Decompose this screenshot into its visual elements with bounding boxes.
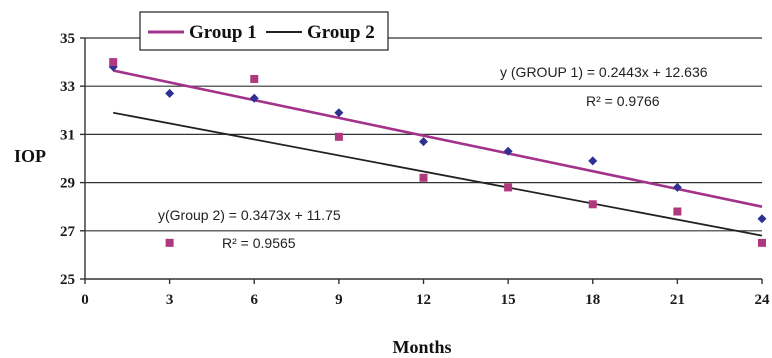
data-point-group-2: [334, 132, 343, 141]
equation-group-1: y (GROUP 1) = 0.2443x + 12.636: [500, 64, 708, 80]
x-tick-label: 3: [166, 292, 174, 308]
data-point-group-2: [588, 200, 597, 209]
data-point-group-1: [672, 182, 682, 192]
trendline-group-2: [113, 111, 763, 237]
data-point-group-2: [673, 207, 682, 216]
x-tick-label: 9: [335, 292, 343, 308]
data-point-group-1: [588, 156, 598, 166]
y-tick-label: 33: [60, 79, 75, 95]
y-tick-label: 31: [60, 127, 75, 143]
trendline-group-1: [112, 69, 763, 208]
x-axis-title: Months: [392, 337, 451, 357]
x-tick-label: 0: [81, 292, 89, 308]
trendlines: [112, 69, 763, 237]
legend-label-group-2: Group 2: [307, 22, 375, 43]
x-tick-label: 12: [416, 292, 431, 308]
y-axis-ticks: 25 27 29 31 33 35: [60, 31, 85, 288]
data-point-group-1: [419, 137, 428, 147]
legend-box: [139, 11, 389, 51]
y-axis-title: IOP: [14, 146, 46, 166]
x-tick-label: 18: [585, 292, 600, 308]
data-point-group-1: [503, 146, 513, 156]
data-point-group-1: [249, 93, 259, 103]
data-point-group-2: [165, 238, 174, 247]
data-point-group-1: [334, 108, 344, 118]
r-squared-group-1: R² = 0.9766: [586, 93, 660, 109]
data-point-group-1: [165, 88, 175, 98]
data-point-group-1: [757, 214, 767, 224]
y-tick-label: 25: [60, 272, 75, 288]
r-squared-group-2: R² = 0.9565: [222, 235, 296, 251]
x-tick-label: 21: [670, 292, 685, 308]
data-point-group-2: [504, 183, 513, 192]
data-point-group-2: [250, 74, 259, 83]
y-tick-label: 27: [60, 224, 76, 240]
x-tick-label: 24: [755, 292, 771, 308]
legend-label-group-1: Group 1: [189, 22, 257, 43]
data-point-group-2: [758, 238, 766, 247]
x-axis-ticks: 0 3 6 9 12 15 18 21 24: [81, 279, 770, 308]
equation-group-2: y(Group 2) = 0.3473x + 11.75: [158, 207, 341, 223]
legend: Group 1 Group 2: [139, 11, 389, 51]
y-tick-label: 29: [60, 176, 75, 192]
x-tick-label: 6: [251, 292, 259, 308]
data-points: [108, 58, 767, 247]
data-point-group-2: [419, 173, 428, 182]
data-point-group-2: [109, 58, 118, 67]
x-tick-label: 15: [501, 292, 516, 308]
y-tick-label: 35: [60, 31, 75, 47]
